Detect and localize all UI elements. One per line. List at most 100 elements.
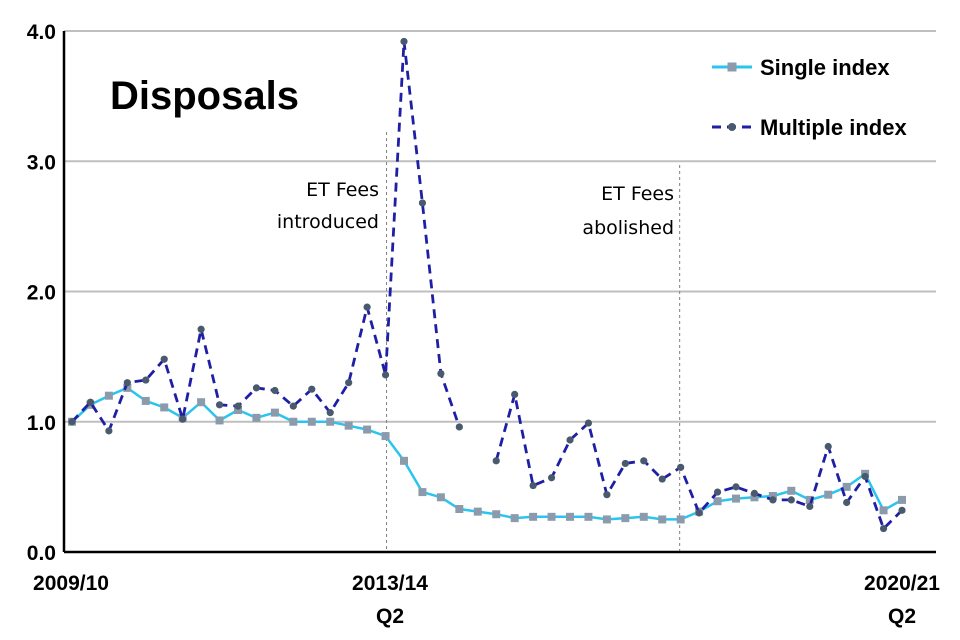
x-tick-label: 2020/21	[864, 572, 940, 595]
data-point-single	[197, 398, 206, 407]
axes: 0.0 1.0 2.0 3.0 4.0 2009/10 2013/14 Q2 2020/21 Q2	[27, 21, 940, 628]
data-point-multiple	[308, 385, 316, 393]
data-point-multiple	[179, 415, 187, 423]
legend-label-single: Single index	[760, 55, 890, 80]
data-point-single	[787, 486, 796, 495]
data-point-single	[898, 495, 906, 504]
data-point-single	[805, 495, 814, 504]
series-line-multiple	[70, 40, 903, 530]
annotation-text: abolished	[582, 217, 674, 239]
data-point-single	[510, 514, 519, 523]
data-point-multiple	[640, 457, 648, 465]
data-point-multiple	[584, 419, 593, 427]
legend-item-multiple: Multiple index	[712, 115, 907, 140]
data-point-multiple	[713, 488, 722, 496]
data-point-single	[602, 515, 611, 524]
data-point-multiple	[695, 509, 703, 517]
data-point-single	[842, 482, 851, 491]
data-point-multiple	[271, 386, 279, 395]
data-point-multiple	[658, 475, 666, 483]
legend-item-single: Single index	[712, 55, 890, 80]
data-point-multiple	[418, 199, 427, 207]
data-point-single	[658, 515, 667, 524]
data-point-multiple	[252, 384, 261, 392]
data-point-multiple	[769, 496, 777, 504]
data-point-multiple	[824, 442, 832, 451]
gridlines	[64, 30, 936, 423]
legend-label-multiple: Multiple index	[760, 115, 907, 140]
data-point-single	[289, 417, 298, 426]
y-tick-label: 1.0	[27, 412, 56, 435]
data-point-multiple	[86, 398, 95, 406]
data-point-single	[234, 406, 242, 415]
data-point-multiple	[345, 379, 353, 387]
data-point-multiple	[566, 436, 574, 444]
data-point-single	[879, 506, 888, 515]
data-point-multiple	[529, 481, 537, 490]
data-point-multiple	[750, 489, 759, 497]
data-point-multiple	[603, 491, 611, 499]
data-point-single	[252, 413, 261, 422]
annotation-text: ET Fees	[601, 183, 674, 205]
data-point-multiple	[123, 379, 131, 387]
data-point-single	[160, 403, 169, 412]
data-point-multiple	[511, 390, 519, 398]
data-point-single	[326, 417, 335, 426]
data-point-single	[824, 490, 833, 499]
data-point-single	[473, 507, 482, 516]
legend-swatch-single-marker	[727, 62, 737, 72]
y-tick-label: 4.0	[27, 21, 56, 44]
data-point-single	[547, 512, 556, 521]
legend: Single index Multiple index	[712, 55, 907, 140]
data-point-single	[270, 408, 279, 417]
data-point-multiple	[843, 498, 851, 507]
data-point-multiple	[326, 409, 334, 417]
y-tick-label: 3.0	[27, 151, 56, 174]
data-point-single	[141, 396, 150, 405]
data-point-multiple	[437, 369, 445, 378]
data-point-single	[529, 512, 538, 521]
x-tick-label-sub: Q2	[888, 605, 916, 628]
data-point-multiple	[547, 474, 556, 482]
data-point-single	[584, 512, 593, 521]
data-point-single	[123, 383, 132, 392]
data-point-single	[768, 491, 777, 500]
data-point-single	[676, 515, 685, 524]
data-point-multiple	[492, 457, 500, 465]
series-group	[68, 37, 906, 533]
legend-swatch-multiple-marker	[728, 123, 736, 131]
data-point-single	[381, 432, 390, 441]
data-point-multiple	[861, 472, 869, 481]
data-point-single	[713, 497, 722, 506]
data-point-multiple	[105, 427, 113, 435]
data-point-single	[492, 510, 501, 519]
data-point-single	[732, 494, 740, 503]
annotation-text: ET Fees	[306, 179, 379, 201]
data-point-multiple	[160, 355, 168, 363]
y-tick-label: 0.0	[27, 542, 56, 565]
data-point-multiple	[677, 463, 685, 471]
data-point-multiple	[400, 37, 408, 46]
data-point-multiple	[879, 524, 888, 533]
annotations: ET Fees introduced ET Fees abolished	[277, 132, 681, 552]
annotation-text: introduced	[277, 211, 379, 233]
data-point-single	[307, 417, 316, 426]
data-point-single	[621, 514, 630, 523]
data-point-multiple	[234, 402, 242, 410]
data-point-multiple	[197, 325, 205, 333]
data-point-multiple	[363, 303, 371, 311]
data-point-single	[455, 505, 464, 514]
data-point-multiple	[68, 418, 76, 426]
data-point-multiple	[215, 401, 224, 409]
data-point-single	[750, 493, 759, 502]
data-point-single	[104, 391, 113, 400]
y-tick-label: 2.0	[27, 282, 56, 305]
data-point-single	[639, 512, 648, 521]
data-point-multiple	[381, 371, 390, 379]
data-point-single	[215, 416, 224, 425]
data-point-multiple	[732, 483, 740, 491]
data-point-multiple	[898, 506, 906, 514]
data-point-multiple	[621, 459, 629, 468]
data-point-multiple	[142, 376, 150, 384]
